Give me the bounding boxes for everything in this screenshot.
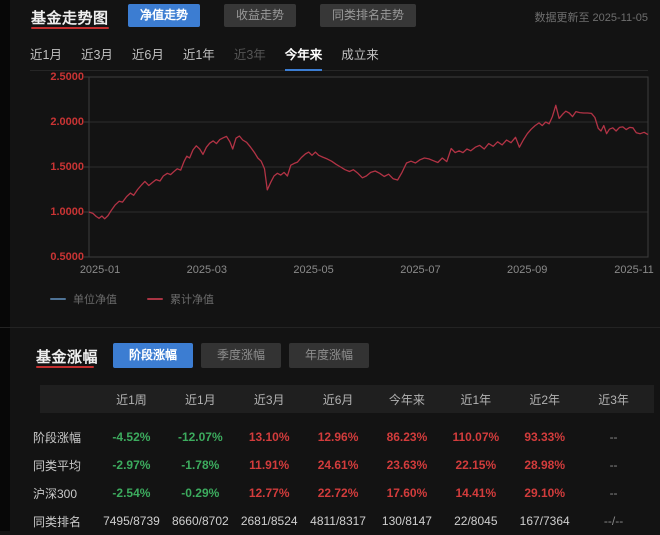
range-tab-4[interactable]: 近1年	[182, 48, 215, 62]
data-updated-label: 数据更新至 2025-11-05	[534, 12, 648, 24]
cell-同类排名-4: 4811/8317	[310, 514, 366, 528]
row-label: 沪深300	[33, 486, 78, 501]
row-label: 同类平均	[33, 458, 82, 473]
range-tab-2[interactable]: 近3月	[80, 48, 113, 62]
cell-同类平均-7: 28.98%	[524, 458, 566, 472]
col-header-1: 近1周	[116, 392, 147, 407]
time-range-tabs: 近1月 近3月 近6月 近1年 近3年 今年来 成立来	[30, 40, 648, 71]
cell-沪深300-7: 29.10%	[524, 486, 566, 500]
range-tab-6[interactable]: 今年来	[284, 40, 323, 71]
chart-type-tabs: 净值走势 收益走势 同类排名走势	[128, 4, 417, 27]
col-header-8: 近3年	[598, 392, 629, 407]
cell-同类平均-2: -1.78%	[181, 458, 220, 472]
col-header-4: 近6月	[322, 392, 354, 407]
cell-沪深300-8: --	[609, 486, 618, 500]
cell-同类排名-2: 8660/8702	[171, 514, 229, 528]
range-tab-3[interactable]: 近6月	[131, 48, 164, 62]
cell-同类平均-5: 23.63%	[386, 458, 428, 472]
cell-同类平均-3: 11.91%	[249, 458, 290, 472]
table-row-阶段涨幅: 阶段涨幅 -4.52% -12.07% 13.10% 12.96% 86.23% 110.0…	[33, 423, 648, 451]
legend-label: 单位净值	[73, 294, 117, 306]
gains-title-underline	[36, 366, 94, 368]
cell-沪深300-5: 17.60%	[386, 486, 428, 500]
x-tick-2025-11: 2025-11	[614, 264, 654, 276]
cell-沪深300-4: 22.72%	[317, 486, 359, 500]
table-row-同类排名: 同类排名 7495/8739 8660/8702 2681/8524 4811/8317…	[33, 507, 648, 535]
net-value-chart[interactable]: 2.5000 2.0000 1.5000 1.0000 0.5000 2025-01 20…	[0, 68, 660, 283]
gains-table-header: 近1周 近1月 近3月 近6月 今年来 近1年 近2年 近3年	[40, 385, 654, 413]
chart-type-tab-3[interactable]: 同类排名走势	[320, 4, 417, 27]
chart-section-title: 基金走势图	[31, 10, 109, 27]
y-tick-2.5000: 2.5000	[50, 71, 84, 83]
cumulative-nav-line	[88, 104, 649, 220]
y-tick-2.0000: 2.0000	[50, 116, 84, 128]
gains-section-title: 基金涨幅	[36, 349, 99, 366]
cell-同类排名-6: 22/8045	[454, 514, 498, 528]
chart-legend: 单位净值 累计净值	[50, 291, 214, 307]
chart-title-underline	[31, 27, 109, 29]
range-tab-1[interactable]: 近1月	[30, 48, 62, 62]
x-tick-2025-01: 2025-01	[79, 264, 121, 276]
table-row-沪深300: 沪深300 -2.54% -0.29% 12.77% 22.72% 17.60% 14.41…	[33, 479, 648, 507]
col-header-2: 近1月	[184, 392, 216, 407]
range-tab-7[interactable]: 成立来	[341, 48, 379, 62]
col-header-3: 近3月	[253, 392, 285, 407]
legend-swatch-icon	[50, 298, 66, 300]
y-tick-1.0000: 1.0000	[50, 206, 84, 218]
cell-阶段涨幅-2: -12.07%	[177, 430, 223, 444]
col-header-5: 今年来	[388, 392, 425, 407]
cell-沪深300-2: -0.29%	[181, 486, 220, 500]
legend-swatch-icon	[147, 298, 163, 300]
gains-tab-2[interactable]: 季度涨幅	[201, 343, 282, 368]
cell-阶段涨幅-1: -4.52%	[112, 430, 151, 444]
row-label: 同类排名	[33, 514, 82, 529]
x-tick-2025-03: 2025-03	[186, 264, 227, 276]
cell-沪深300-1: -2.54%	[112, 486, 151, 500]
cell-同类排名-1: 7495/8739	[103, 514, 160, 528]
page-left-margin	[0, 0, 10, 531]
cell-同类平均-8: --	[609, 458, 618, 472]
table-row-同类平均: 同类平均 -2.97% -1.78% 11.91% 24.61% 23.63% 22.15%…	[33, 451, 648, 479]
cell-沪深300-3: 12.77%	[248, 486, 290, 500]
cell-同类平均-1: -2.97%	[112, 458, 151, 472]
cell-阶段涨幅-5: 86.23%	[386, 430, 428, 444]
gains-tab-3[interactable]: 年度涨幅	[289, 343, 370, 368]
y-tick-1.5000: 1.5000	[50, 161, 84, 173]
range-tab-5: 近3年	[233, 48, 266, 62]
col-header-6: 近1年	[460, 392, 492, 407]
chart-type-tab-2[interactable]: 收益走势	[224, 4, 297, 27]
cell-阶段涨幅-3: 13.10%	[248, 430, 290, 444]
gains-table: 阶段涨幅 -4.52% -12.07% 13.10% 12.96% 86.23% 110.0…	[33, 423, 660, 535]
chart-type-tab-1[interactable]: 净值走势	[128, 4, 201, 27]
row-label: 阶段涨幅	[33, 430, 82, 445]
gains-tabs: 阶段涨幅 季度涨幅 年度涨幅	[113, 343, 370, 368]
x-tick-2025-05: 2025-05	[293, 264, 334, 276]
y-tick-0.5000: 0.5000	[50, 251, 84, 263]
gains-tab-1[interactable]: 阶段涨幅	[113, 343, 194, 368]
cell-阶段涨幅-6: 110.07%	[452, 430, 500, 444]
legend-label: 累计净值	[170, 294, 214, 306]
cell-同类排名-5: 130/8147	[381, 514, 432, 528]
x-tick-2025-09: 2025-09	[507, 264, 548, 276]
legend-item-2[interactable]: 累计净值	[147, 291, 214, 307]
cell-沪深300-6: 14.41%	[455, 486, 497, 500]
cell-同类排名-8: --/--	[603, 514, 624, 528]
line-chart-canvas	[84, 76, 649, 258]
x-tick-2025-07: 2025-07	[400, 264, 441, 276]
cell-同类排名-3: 2681/8524	[240, 514, 298, 528]
legend-item-1[interactable]: 单位净值	[50, 291, 117, 307]
cell-同类排名-7: 167/7364	[519, 514, 570, 528]
cell-同类平均-4: 24.61%	[317, 458, 359, 472]
cell-阶段涨幅-4: 12.96%	[317, 430, 359, 444]
cell-阶段涨幅-7: 93.33%	[524, 430, 566, 444]
col-header-7: 近2年	[529, 392, 561, 407]
section-divider	[0, 327, 660, 328]
cell-阶段涨幅-8: --	[609, 430, 618, 444]
cell-同类平均-6: 22.15%	[455, 458, 497, 472]
